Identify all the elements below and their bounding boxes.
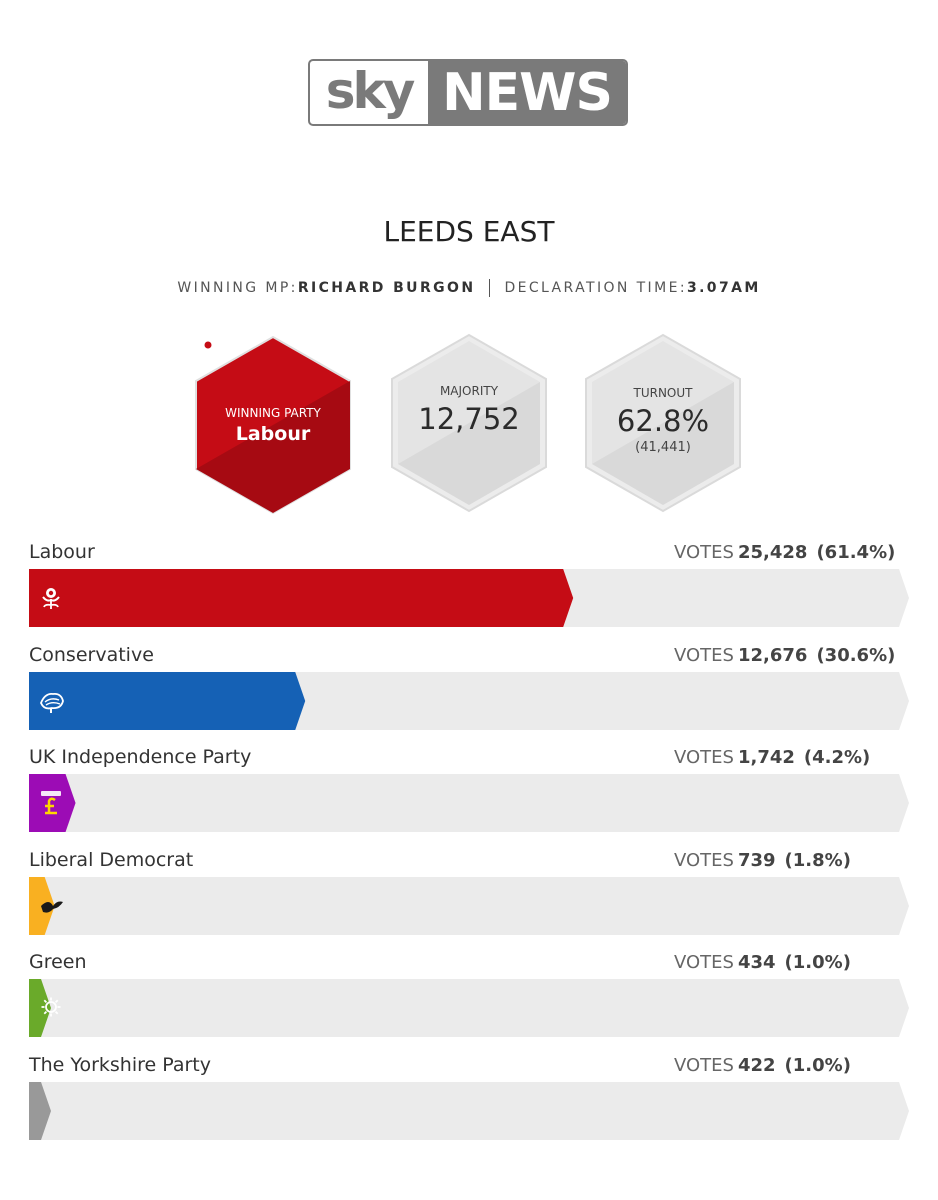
turnout-count: (41,441) (635, 439, 691, 455)
votes-percent: (61.4%) (816, 542, 896, 563)
winning-party-label: WINNING PARTY (225, 405, 321, 420)
majority-label: MAJORITY (439, 384, 499, 398)
votes-count: 12,676 (737, 645, 808, 666)
majority-hexagon: MAJORITY 12,752 (389, 333, 549, 513)
votes-label: VOTES (674, 747, 734, 768)
result-row: The Yorkshire Party VOTES 422 (1.0%) (29, 1054, 909, 1152)
winning-party-hexagon: WINNING PARTY Labour (193, 335, 353, 515)
bar-labour (29, 569, 574, 627)
libdem-bird-icon (41, 901, 63, 913)
votes-count: 422 (737, 1055, 776, 1076)
votes-label: VOTES (674, 542, 734, 563)
votes-percent: (1.0%) (784, 1055, 851, 1076)
bar-track (29, 979, 909, 1037)
bar-conservative (29, 672, 306, 730)
winning-party-hexagon-shape (195, 335, 351, 515)
turnout-hexagon-shape (585, 333, 741, 513)
result-row: Conservative VOTES 12,676 (30.6%) (29, 644, 909, 742)
constituency-title: LEEDS EAST (383, 215, 555, 248)
votes-percent: (30.6%) (816, 645, 896, 666)
conservative-tree-icon (40, 692, 64, 713)
turnout-value: 62.8% (616, 403, 710, 438)
result-row: Labour VOTES 25,428 (61.4%) (29, 541, 909, 639)
winning-mp-name: RICHARD BURGON (297, 280, 476, 296)
votes-label: VOTES (674, 1055, 734, 1076)
bar-uk-independence-party (29, 774, 76, 832)
logo-news: NEWS (428, 61, 626, 124)
turnout-hexagon: TURNOUT 62.8% (41,441) (583, 333, 743, 513)
turnout-label: TURNOUT (633, 385, 693, 400)
labour-rose-icon (197, 338, 219, 365)
sky-news-logo: sky NEWS (308, 59, 628, 126)
bar-svg (29, 672, 909, 730)
logo-sky: sky (325, 61, 416, 120)
result-row: Green VOTES 434 (1.0%) (29, 951, 909, 1049)
ukip-pound-icon (41, 791, 61, 815)
votes-readout: VOTES 434 (1.0%) (674, 952, 851, 973)
bar-track (29, 774, 909, 832)
votes-label: VOTES (674, 850, 734, 871)
votes-readout: VOTES 1,742 (4.2%) (674, 747, 870, 768)
bar-svg (29, 1082, 909, 1140)
votes-label: VOTES (674, 952, 734, 973)
green-sunflower-icon (41, 997, 61, 1017)
result-row: Liberal Democrat VOTES 739 (1.8%) (29, 849, 909, 947)
bar-the-yorkshire-party (29, 1082, 51, 1140)
majority-hexagon-shape (391, 333, 547, 513)
party-name: Labour (29, 541, 95, 563)
bar-svg (29, 979, 909, 1037)
labour-rose-icon (42, 588, 60, 609)
votes-count: 434 (737, 952, 776, 973)
winning-mp-label: WINNING MP: (177, 280, 298, 296)
votes-readout: VOTES 739 (1.8%) (674, 850, 851, 871)
votes-percent: (1.8%) (784, 850, 851, 871)
winning-party-name: Labour (235, 422, 311, 445)
votes-percent: (4.2%) (803, 747, 871, 768)
party-name: Liberal Democrat (29, 849, 194, 871)
votes-count: 25,428 (737, 542, 808, 563)
votes-count: 1,742 (737, 747, 795, 768)
bar-svg (29, 569, 909, 627)
bar-svg (29, 774, 909, 832)
votes-readout: VOTES 422 (1.0%) (674, 1055, 851, 1076)
votes-label: VOTES (674, 645, 734, 666)
votes-percent: (1.0%) (784, 952, 851, 973)
votes-readout: VOTES 25,428 (61.4%) (674, 542, 895, 563)
bar-green (29, 979, 51, 1037)
bar-track (29, 1082, 909, 1140)
subtitle-divider (489, 279, 491, 297)
votes-count: 739 (737, 850, 776, 871)
majority-value: 12,752 (418, 402, 520, 436)
party-name: UK Independence Party (29, 746, 252, 768)
declaration-label: DECLARATION TIME: (504, 280, 687, 296)
declaration-time: 3.07AM (686, 280, 761, 296)
bar-svg (29, 877, 909, 935)
result-subtitle: WINNING MP:RICHARD BURGON DECLARATION TIM… (0, 279, 938, 297)
bar-track (29, 877, 909, 935)
result-row: UK Independence Party VOTES 1,742 (4.2%) (29, 746, 909, 844)
votes-readout: VOTES 12,676 (30.6%) (674, 645, 895, 666)
party-name: Green (29, 951, 87, 973)
party-name: Conservative (29, 644, 154, 666)
party-name: The Yorkshire Party (29, 1054, 211, 1076)
